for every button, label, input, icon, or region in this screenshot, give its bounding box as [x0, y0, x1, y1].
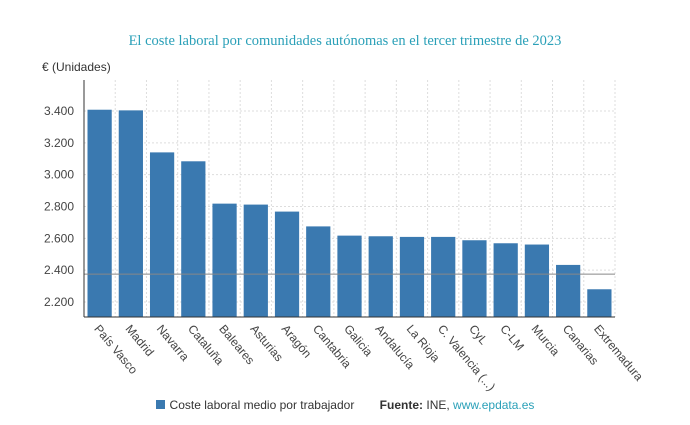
x-tick-label: Extremadura [591, 322, 646, 384]
y-tick-label: 3.000 [44, 168, 74, 182]
source-link[interactable]: www.epdata.es [453, 398, 535, 412]
y-tick-label: 2.600 [44, 231, 74, 245]
y-axis-label: € (Unidades) [42, 60, 111, 74]
bar [118, 110, 143, 317]
bar [149, 152, 175, 317]
y-tick-label: 3.400 [44, 104, 74, 118]
bar [462, 240, 487, 317]
x-tick-label: Murcia [529, 322, 563, 359]
bar [431, 236, 456, 317]
bar [306, 226, 331, 317]
x-tick-label: C. Valencia (...) [435, 322, 498, 394]
bar [524, 244, 550, 317]
x-tick-label: Navarra [154, 322, 192, 364]
bar [399, 236, 425, 317]
source-text: INE, [426, 398, 450, 412]
legend-series-label: Coste laboral medio por trabajador [169, 398, 355, 412]
x-tick-label: C-LM [497, 322, 527, 353]
bar [212, 203, 237, 317]
bar [337, 235, 362, 317]
chart-title: El coste laboral por comunidades autónom… [128, 33, 562, 49]
x-tick-label: CyL [466, 322, 491, 348]
bar [587, 289, 612, 317]
bar [243, 204, 268, 317]
bar [368, 236, 393, 317]
y-tick-label: 3.200 [44, 136, 74, 150]
legend-swatch [155, 400, 165, 409]
legend-item[interactable]: Coste laboral medio por trabajador [155, 398, 355, 412]
bar [87, 109, 112, 317]
y-tick-label: 2.800 [44, 200, 74, 214]
bar [181, 161, 206, 317]
y-tick-label: 2.200 [44, 295, 74, 309]
bar [274, 211, 300, 317]
bar [556, 264, 581, 317]
source-label: Fuente: [379, 398, 424, 412]
legend: Coste laboral medio por trabajador Fuent… [0, 398, 690, 412]
source: Fuente: INE, www.epdata.es [358, 398, 535, 412]
bar [493, 243, 518, 317]
y-tick-label: 2.400 [44, 263, 74, 277]
